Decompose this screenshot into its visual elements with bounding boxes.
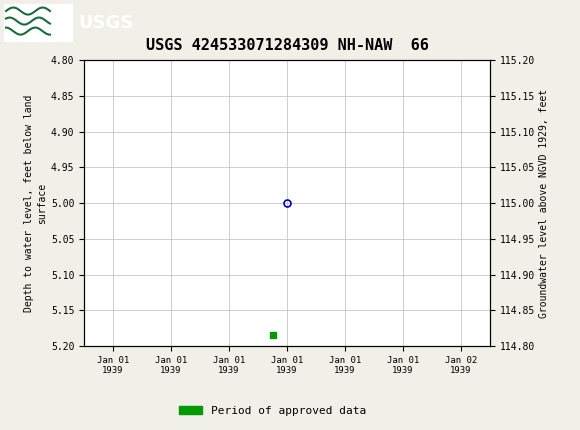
Y-axis label: Groundwater level above NGVD 1929, feet: Groundwater level above NGVD 1929, feet (539, 89, 549, 318)
Text: USGS: USGS (78, 14, 133, 32)
Y-axis label: Depth to water level, feet below land
surface: Depth to water level, feet below land su… (24, 95, 47, 312)
Title: USGS 424533071284309 NH-NAW  66: USGS 424533071284309 NH-NAW 66 (146, 38, 429, 53)
Legend: Period of approved data: Period of approved data (175, 401, 370, 420)
Bar (4, 4, 72, 41)
